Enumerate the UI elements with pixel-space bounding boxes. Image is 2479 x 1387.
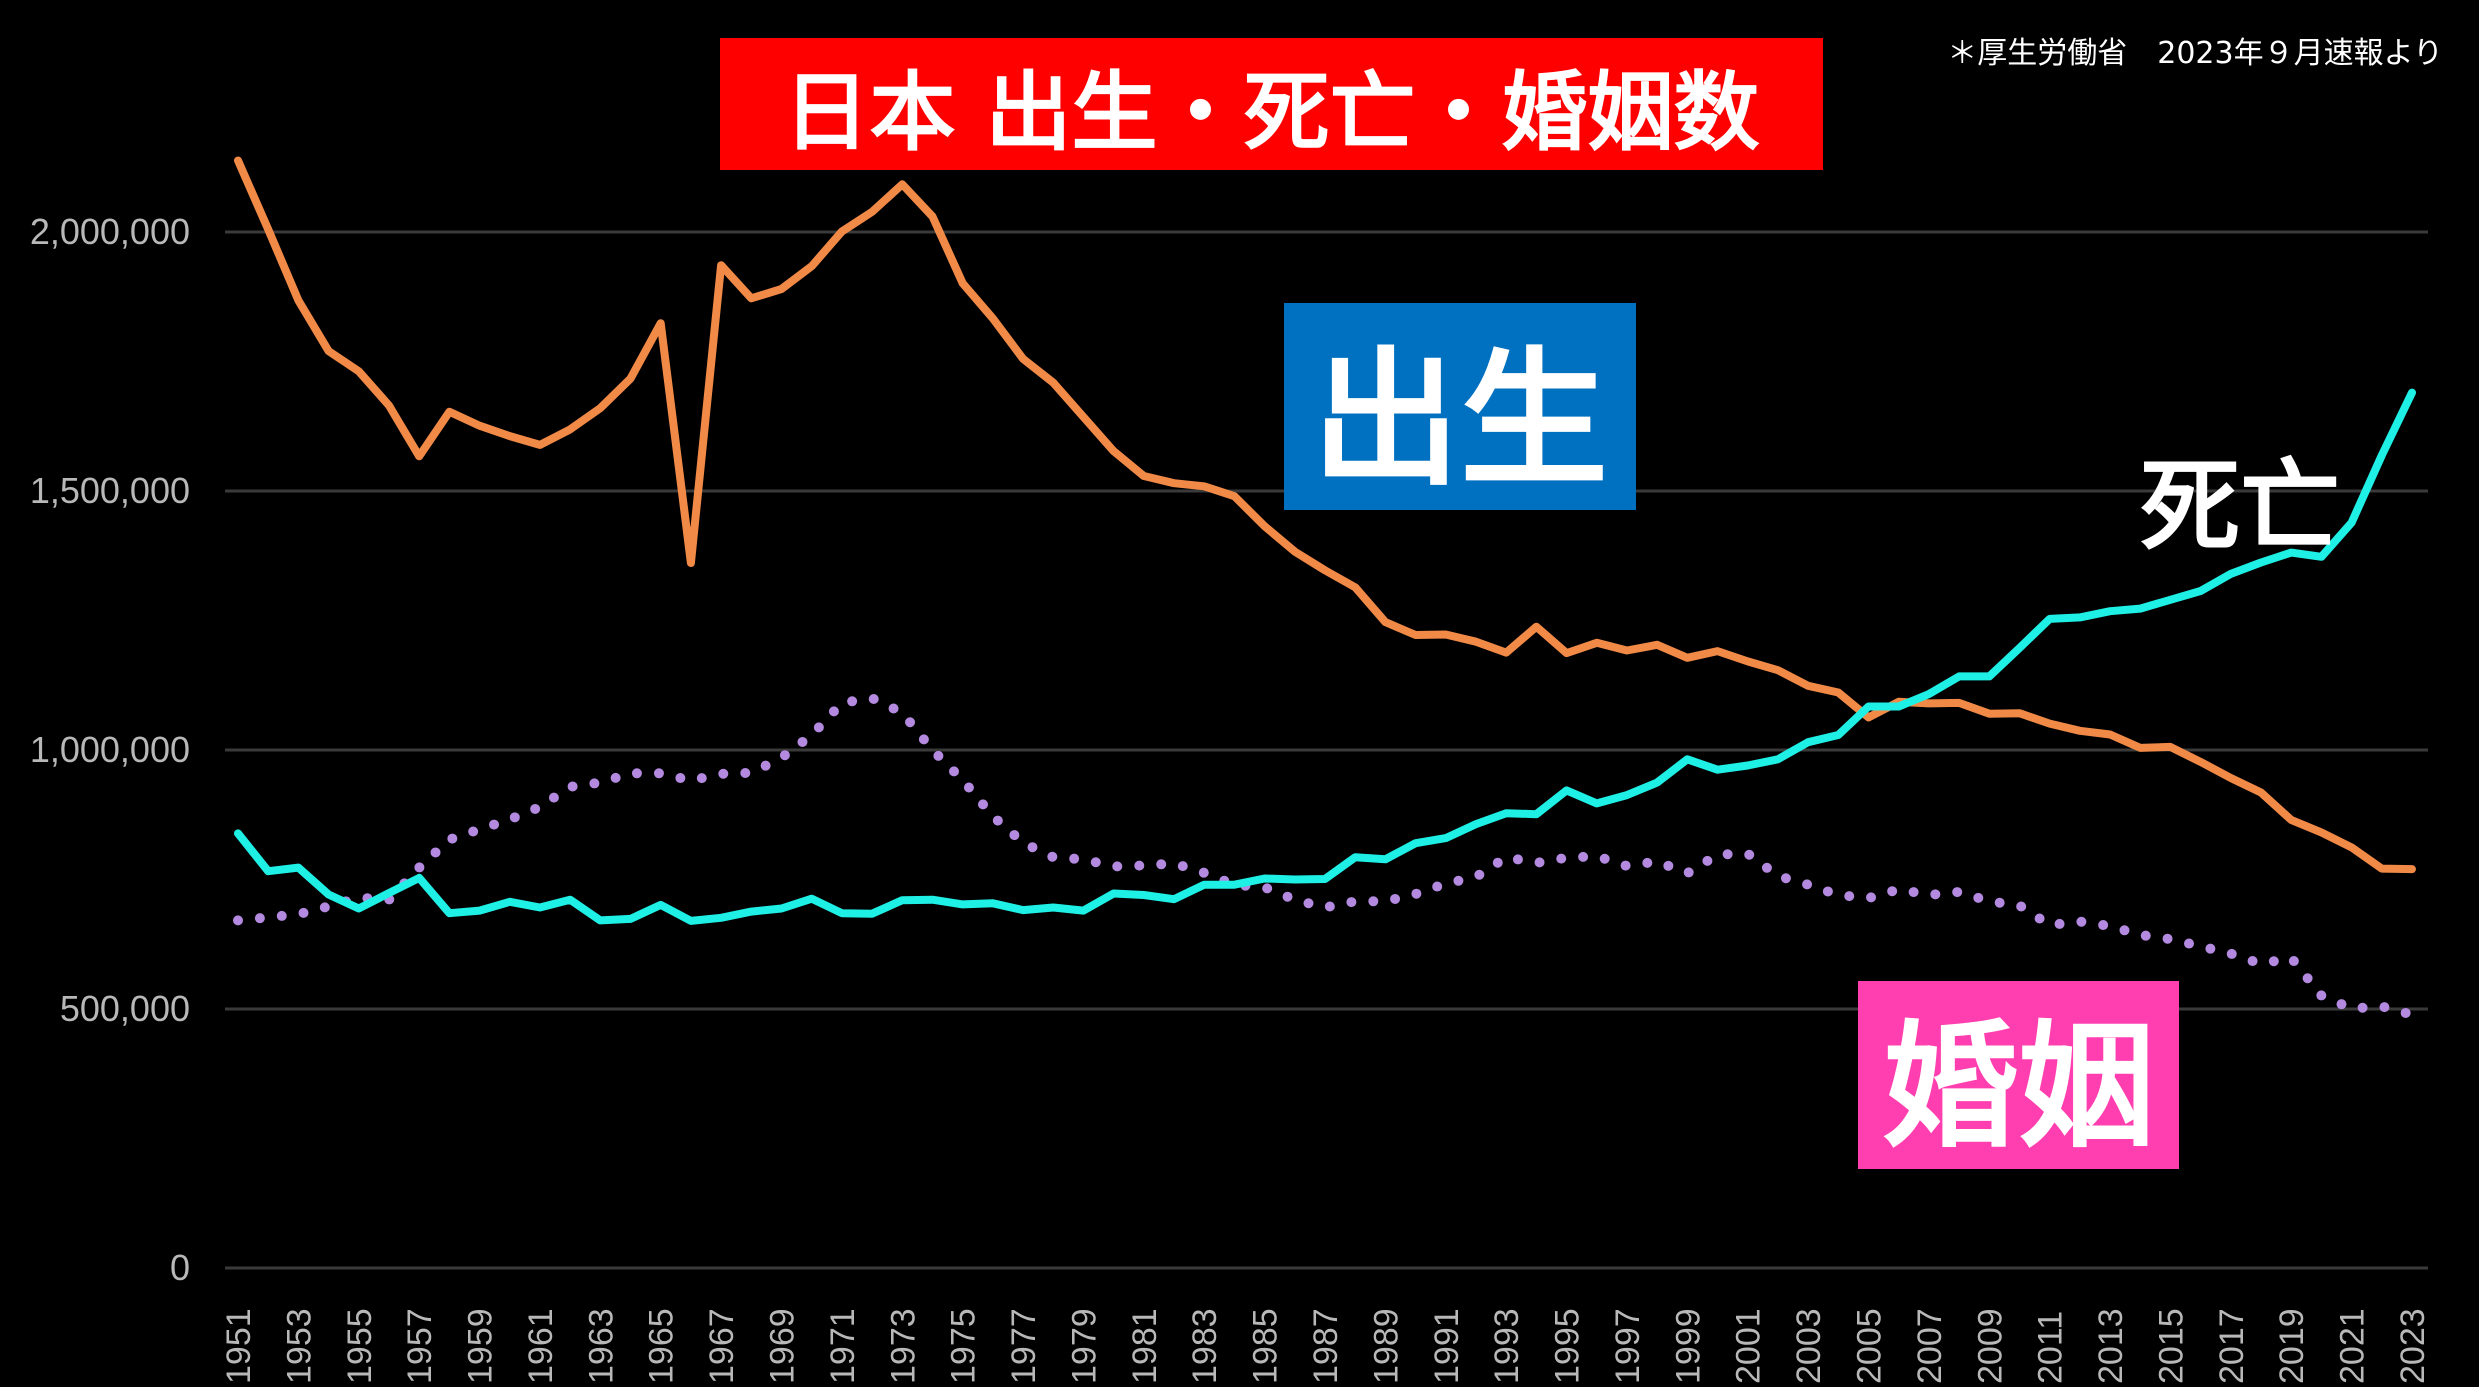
x-tick-label: 2011 <box>2032 1311 2070 1384</box>
x-tick-label: 1953 <box>280 1308 318 1384</box>
x-tick-label: 1951 <box>220 1308 258 1384</box>
x-tick-label: 1969 <box>764 1308 802 1384</box>
x-tick-label: 1991 <box>1428 1308 1466 1384</box>
death-series-label: 死亡 <box>2140 448 2340 565</box>
y-axis-tick-labels: 0 500,000 1,000,000 1,500,000 2,000,000 <box>30 211 190 1288</box>
x-tick-label: 1985 <box>1247 1308 1285 1384</box>
x-tick-label: 1995 <box>1549 1308 1587 1384</box>
x-tick-label: 1981 <box>1126 1308 1164 1384</box>
x-tick-label: 2021 <box>2334 1308 2372 1384</box>
y-tick-label: 0 <box>170 1247 190 1288</box>
x-tick-label: 2001 <box>1730 1308 1768 1384</box>
x-tick-label: 1965 <box>643 1308 681 1384</box>
x-axis-tick-labels: 1951 1953 1955 1957 1959 1961 1963 1965 1967 1969… <box>220 1308 2432 1384</box>
x-tick-label: 2007 <box>1911 1308 1949 1384</box>
x-tick-label: 1971 <box>824 1308 862 1384</box>
x-tick-label: 2023 <box>2394 1308 2432 1384</box>
x-tick-label: 2015 <box>2152 1308 2190 1384</box>
x-tick-label: 2009 <box>1971 1308 2009 1384</box>
x-tick-label: 1989 <box>1367 1308 1405 1384</box>
x-tick-label: 1955 <box>341 1308 379 1384</box>
x-tick-label: 2005 <box>1851 1308 1889 1384</box>
y-tick-label: 1,500,000 <box>30 470 190 511</box>
birth-series-label: 出生 <box>1284 303 1636 510</box>
x-tick-label: 1973 <box>884 1308 922 1384</box>
x-tick-label: 2017 <box>2213 1308 2251 1384</box>
x-tick-label: 1999 <box>1669 1308 1707 1384</box>
x-tick-label: 1979 <box>1065 1308 1103 1384</box>
y-tick-label: 2,000,000 <box>30 211 190 252</box>
x-tick-label: 2003 <box>1790 1308 1828 1384</box>
death-line <box>234 388 2416 925</box>
source-note: ＊厚生労働省 2023年９月速報より <box>1947 36 2443 71</box>
x-tick-label: 1959 <box>462 1308 500 1384</box>
x-tick-label: 1957 <box>401 1308 439 1384</box>
marriage-line <box>233 693 2417 1020</box>
x-tick-label: 1961 <box>522 1308 560 1384</box>
x-tick-label: 1967 <box>703 1308 741 1384</box>
x-tick-label: 1975 <box>945 1308 983 1384</box>
x-tick-label: 1983 <box>1186 1308 1224 1384</box>
y-tick-label: 1,000,000 <box>30 729 190 770</box>
marriage-series-label: 婚姻 <box>1858 981 2179 1169</box>
series-lines <box>233 156 2417 1020</box>
x-tick-label: 1977 <box>1005 1308 1043 1384</box>
birth-line <box>234 156 2416 874</box>
x-tick-label: 2019 <box>2273 1308 2311 1384</box>
x-tick-label: 2013 <box>2092 1308 2130 1384</box>
x-tick-label: 1987 <box>1307 1308 1345 1384</box>
y-tick-label: 500,000 <box>60 988 190 1029</box>
chart-title: 日本 出生・死亡・婚姻数 <box>720 38 1823 170</box>
x-tick-label: 1963 <box>582 1308 620 1384</box>
x-tick-label: 1993 <box>1488 1308 1526 1384</box>
x-tick-label: 1997 <box>1609 1308 1647 1384</box>
